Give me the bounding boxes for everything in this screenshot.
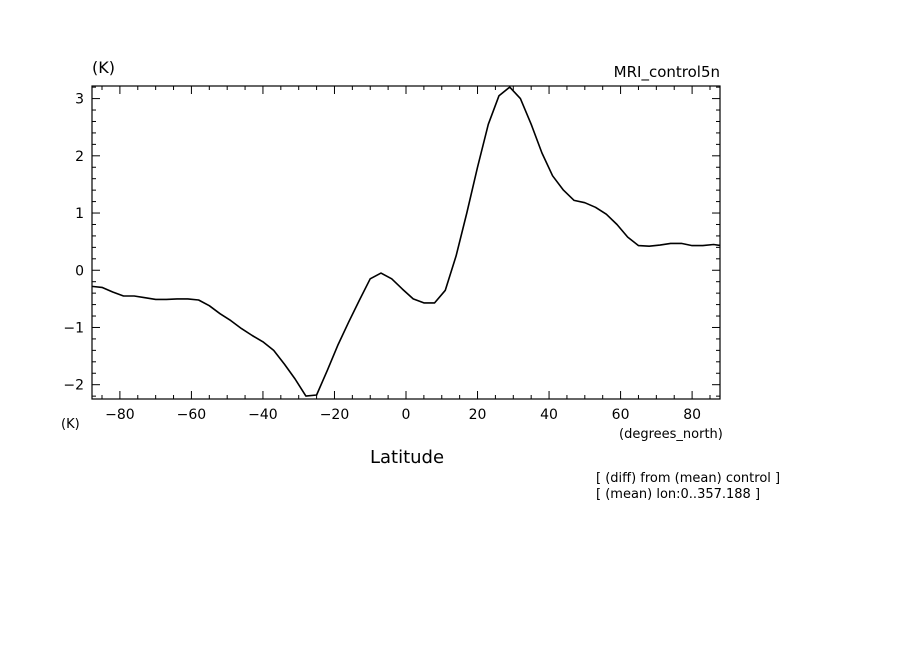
x-tick-label: 20 — [469, 407, 487, 423]
chart-title: MRI_control5n — [614, 63, 720, 82]
series-line — [92, 86, 720, 397]
x-tick-label: 60 — [612, 407, 630, 423]
x-tick-label: −80 — [105, 407, 135, 423]
plot-frame — [91, 85, 721, 400]
x-axis-label: Latitude — [370, 447, 444, 468]
plot-area: −80 −60 −40 −20 0 20 40 60 80 −2 −1 0 1 2 3 — [63, 85, 721, 423]
x-tick-label: −40 — [248, 407, 278, 423]
x-tick-label: −60 — [177, 407, 207, 423]
annotation-line-1: [ (diff) from (mean) control ] — [596, 471, 780, 486]
x-tick-label: −20 — [320, 407, 350, 423]
annotation-line-2: [ (mean) lon:0..357.188 ] — [596, 487, 760, 502]
y-tick-label: 0 — [75, 263, 84, 279]
x-units-label: (degrees_north) — [619, 427, 723, 442]
y-tick-label: 1 — [75, 206, 84, 222]
x-tick-label: 40 — [540, 407, 558, 423]
y-tick-label: −1 — [63, 320, 84, 336]
y-tick-label: −2 — [63, 378, 84, 394]
y-tick-label: 2 — [75, 149, 84, 165]
y-unit-bottom: (K) — [61, 417, 80, 432]
y-tick-label: 3 — [75, 92, 84, 108]
x-tick-label: 80 — [683, 407, 701, 423]
x-tick-label: 0 — [402, 407, 411, 423]
y-unit-top: (K) — [92, 58, 115, 77]
